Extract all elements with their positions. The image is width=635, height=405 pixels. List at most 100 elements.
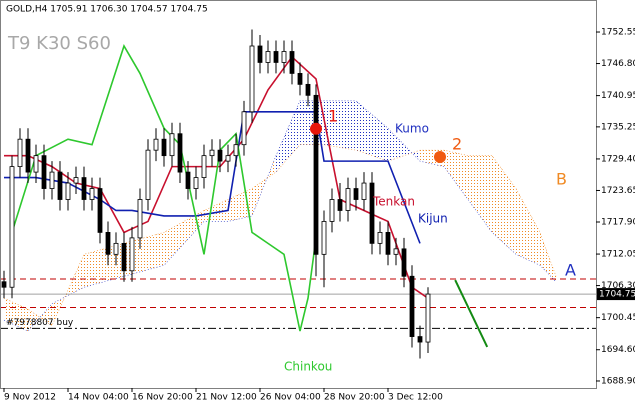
cloud-label: Kumo [395, 122, 429, 136]
candle-body [25, 138, 31, 173]
candle-body [217, 149, 223, 162]
x-tick-label: 28 Nov 20:00 [324, 393, 385, 403]
candle-body [401, 248, 407, 277]
candle-body [113, 242, 119, 255]
candle-body [385, 232, 391, 255]
x-tick-label: 21 Nov 12:00 [196, 393, 257, 403]
chart-header: GOLD,H4 1705.91 1706.30 1704.57 1704.75 [6, 5, 208, 15]
candle-body [305, 83, 311, 96]
candle-body [329, 199, 335, 222]
y-tick-label: 1717.90 [601, 217, 635, 227]
y-tick-label: 1723.65 [601, 186, 635, 196]
candle-body [153, 138, 159, 151]
indicator-line [4, 110, 421, 244]
candle-body [89, 188, 95, 200]
candle-body [201, 155, 207, 178]
cloud-edge [3, 144, 557, 327]
cloud-segment [388, 128, 420, 162]
candle-body [209, 149, 215, 157]
candle-body [97, 188, 103, 233]
span-b-label: B [556, 170, 567, 189]
candle-body [33, 155, 39, 173]
y-tick-label: 1688.90 [601, 376, 635, 386]
candle-body [1, 281, 7, 288]
candle-body [321, 221, 327, 255]
trend-line [454, 279, 489, 348]
candle-body [177, 133, 183, 173]
candle-body [233, 144, 239, 157]
y-tick-label: 1694.60 [601, 345, 635, 355]
candle-body [17, 138, 23, 168]
candle-body [249, 45, 255, 113]
y-tick-label: 1740.95 [601, 91, 635, 101]
candle-body [345, 188, 351, 211]
cloud-segment [540, 232, 556, 282]
x-tick-label: 3 Dec 12:00 [388, 393, 443, 403]
candle-body [121, 242, 127, 272]
indicator-line [11, 44, 317, 332]
x-tick-label: 14 Nov 04:00 [68, 393, 129, 403]
candle-body [169, 133, 175, 157]
candle-body [161, 138, 167, 157]
candle-body [185, 171, 191, 189]
cloud-segment [356, 100, 388, 162]
candle-body [225, 155, 231, 162]
price-label: 1704.75 [599, 290, 635, 300]
y-tick-label: 1752.55 [601, 28, 635, 38]
signal-label: 1 [328, 106, 338, 125]
candle-body [393, 248, 399, 255]
plot-area: #7978807 buy 1 2 [0, 29, 596, 359]
x-tick-label: 9 Nov 2012 [4, 393, 56, 403]
cloud-segment [468, 155, 492, 233]
candle-body [41, 155, 47, 189]
signal-marker [310, 122, 322, 135]
candle-body [337, 199, 343, 211]
price-box [597, 288, 635, 301]
candle-body [129, 237, 135, 272]
candle-body [361, 182, 367, 200]
candle-body [241, 111, 247, 146]
candle-body [377, 232, 383, 244]
cloud-segment [516, 188, 540, 266]
cloud-segment [252, 155, 276, 216]
x-tick-label: 26 Nov 04:00 [260, 393, 321, 403]
y-tick-label: 1706.30 [601, 281, 635, 291]
plot-frame [0, 0, 597, 389]
kijun-label: Kijun [418, 212, 448, 226]
candle-body [409, 275, 415, 337]
chart-title: T9 K30 S60 [7, 33, 111, 54]
y-tick-label: 1729.40 [601, 154, 635, 164]
signal-label: 2 [452, 134, 462, 153]
candle-body [297, 73, 303, 85]
chinkou-label: Chinkou [284, 360, 332, 374]
candle-body [265, 51, 271, 63]
candle-body [273, 51, 279, 63]
candle-body [289, 51, 295, 74]
candle-body [417, 336, 423, 343]
candle-body [105, 232, 111, 255]
candle-body [353, 188, 359, 200]
cloud-segment [492, 155, 516, 255]
signal-marker [434, 150, 446, 163]
candle-body [369, 182, 375, 244]
y-tick-label: 1700.45 [601, 313, 635, 323]
candle-body [193, 177, 199, 189]
candle-body [73, 177, 79, 184]
candle-body [281, 51, 287, 63]
cloud-segment [276, 100, 300, 173]
order-label: #7978807 buy [6, 318, 74, 328]
cloud-segment [444, 150, 468, 200]
cloud-segment [164, 210, 204, 266]
candle-body [145, 149, 151, 200]
candle-body [425, 293, 431, 343]
candle-body [137, 199, 143, 239]
cloud-segment [28, 303, 52, 332]
candle-body [81, 177, 87, 200]
candle-body [9, 166, 15, 288]
y-tick-label: 1712.05 [601, 250, 635, 260]
y-tick-label: 1746.80 [601, 59, 635, 69]
cloud-edge [3, 100, 557, 332]
candle-body [257, 45, 263, 63]
y-tick-label: 1735.25 [601, 122, 635, 132]
